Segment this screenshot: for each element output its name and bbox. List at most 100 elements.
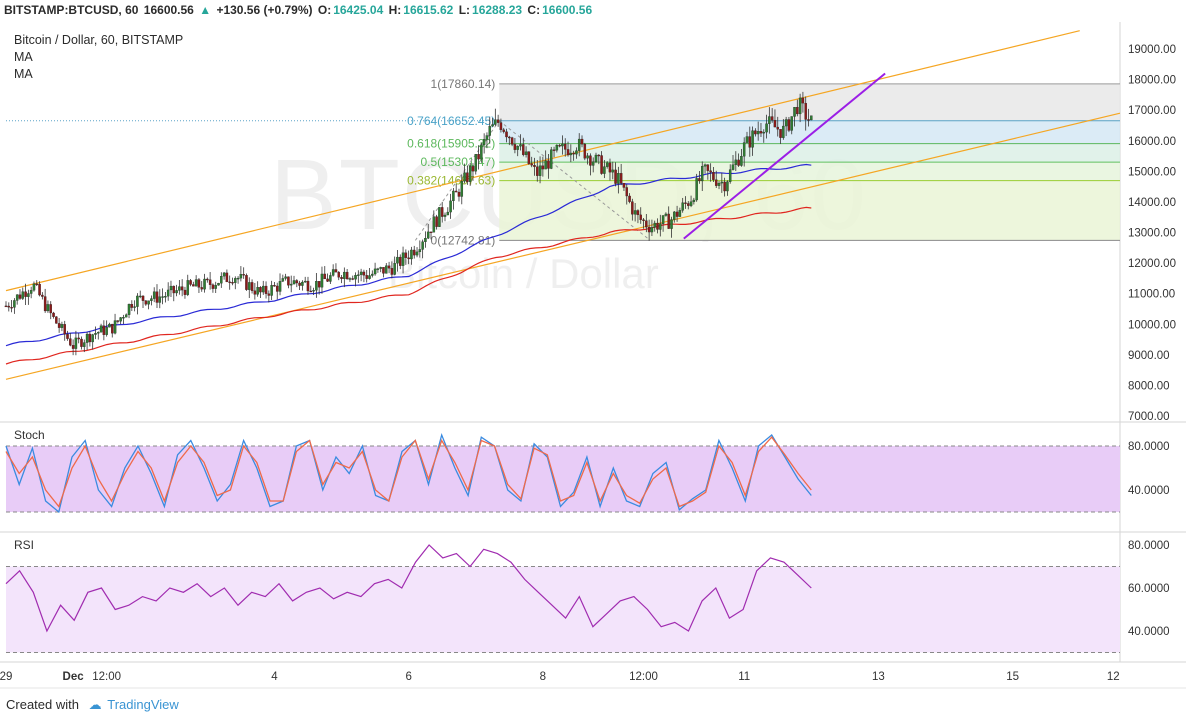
candle-body	[499, 122, 503, 130]
candle-body	[412, 249, 416, 256]
candle-body	[438, 207, 441, 227]
candle-body	[440, 207, 444, 217]
candle-body	[200, 287, 203, 290]
candle-body	[647, 226, 651, 233]
candlesticks	[4, 91, 813, 356]
candle-body	[175, 290, 178, 294]
candle-body	[390, 268, 394, 275]
candle-body	[608, 162, 612, 173]
candle-body	[71, 345, 75, 349]
fib-zone	[499, 162, 1121, 181]
candle-body	[320, 273, 324, 288]
candle-body	[250, 282, 254, 291]
candle-body	[770, 116, 774, 121]
candle-body	[756, 131, 760, 135]
candle-body	[399, 256, 402, 266]
candle-body	[38, 283, 41, 296]
candle-body	[457, 191, 461, 197]
candle-body	[256, 287, 259, 295]
candle-body	[359, 271, 363, 275]
candle-body	[306, 280, 310, 292]
candle-body	[396, 256, 399, 264]
candle-body	[659, 223, 662, 230]
candle-body	[639, 214, 642, 220]
candle-body	[603, 166, 606, 174]
candle-body	[357, 274, 360, 276]
tradingview-logo-icon[interactable]: ☁	[88, 697, 102, 712]
price-tick-label: 7000.00	[1128, 411, 1170, 423]
last-price: 16600.56	[143, 3, 194, 17]
fibonacci-retracement: 1(17860.14) 0.764(16652.45) 0.618(15905.32…	[6, 77, 1121, 247]
candle-body	[689, 201, 693, 206]
candle-body	[628, 195, 631, 202]
candle-body	[418, 249, 422, 253]
footer: Created with ☁ TradingView	[6, 694, 179, 716]
time-tick-label: 12:00	[92, 671, 121, 683]
stoch-label[interactable]: Stoch	[14, 428, 45, 442]
candle-body	[605, 162, 609, 167]
candle-body	[164, 296, 167, 298]
candle-body	[673, 211, 676, 220]
candle-body	[569, 152, 573, 156]
candle-body	[765, 123, 768, 133]
candle-body	[298, 282, 301, 286]
stoch-d-line	[5, 436, 812, 508]
legend-ma1[interactable]: MA	[14, 50, 33, 64]
candle-body	[449, 200, 452, 213]
candle-body	[362, 271, 366, 276]
candle-body	[496, 119, 500, 123]
candle-body	[547, 160, 550, 169]
candle-body	[491, 124, 494, 127]
candle-body	[166, 289, 170, 297]
candle-body	[653, 222, 656, 228]
candle-body	[365, 275, 368, 279]
candle-body	[804, 102, 807, 120]
rsi-tick-label: 80.0000	[1128, 540, 1170, 552]
symbol-name[interactable]: BITSTAMP:BTCUSD, 60	[4, 3, 139, 17]
candle-body	[807, 119, 810, 121]
candle-body	[281, 278, 285, 282]
candle-body	[385, 265, 388, 274]
candle-body	[387, 265, 391, 269]
candle-body	[446, 211, 450, 216]
stoch-tick-label: 80.0000	[1128, 441, 1170, 453]
low-value: 16288.23	[472, 3, 523, 17]
price-chart[interactable]: 1(17860.14) 0.764(16652.45) 0.618(15905.32…	[0, 0, 1186, 690]
candle-body	[88, 333, 92, 343]
stoch-panel: 80.0000 40.0000	[5, 432, 1170, 514]
up-arrow-icon: ▲	[199, 3, 212, 17]
fib-anchor-line	[498, 120, 651, 241]
candle-body	[228, 281, 231, 284]
candle-body	[113, 320, 117, 334]
candle-body	[239, 274, 243, 279]
candle-body	[147, 300, 150, 305]
candle-body	[762, 131, 766, 134]
candle-body	[720, 181, 724, 184]
candle-body	[731, 164, 735, 170]
channel-line	[5, 112, 1121, 380]
rsi-label[interactable]: RSI	[14, 538, 35, 552]
rsi-line	[5, 544, 812, 633]
candle-body	[488, 126, 491, 136]
candle-body	[541, 165, 545, 170]
candle-body	[712, 172, 715, 180]
candle-body	[768, 116, 771, 124]
candle-body	[424, 237, 427, 242]
candle-body	[429, 231, 433, 234]
candle-body	[810, 115, 813, 121]
candle-body	[505, 131, 508, 138]
candle-body	[130, 304, 134, 308]
candle-body	[312, 290, 315, 292]
candle-body	[558, 145, 561, 147]
rsi-tick-label: 40.0000	[1128, 626, 1170, 638]
candle-body	[798, 97, 802, 115]
price-tick-label: 15000.00	[1128, 166, 1176, 178]
candle-body	[485, 135, 489, 140]
candle-body	[41, 294, 44, 297]
fib-level-label: 0.5(15301.47)	[421, 155, 496, 169]
candle-body	[35, 283, 39, 286]
candle-body	[611, 169, 615, 173]
legend-ma2[interactable]: MA	[14, 67, 33, 81]
candle-body	[393, 263, 396, 275]
tradingview-link[interactable]: TradingView	[107, 697, 179, 712]
